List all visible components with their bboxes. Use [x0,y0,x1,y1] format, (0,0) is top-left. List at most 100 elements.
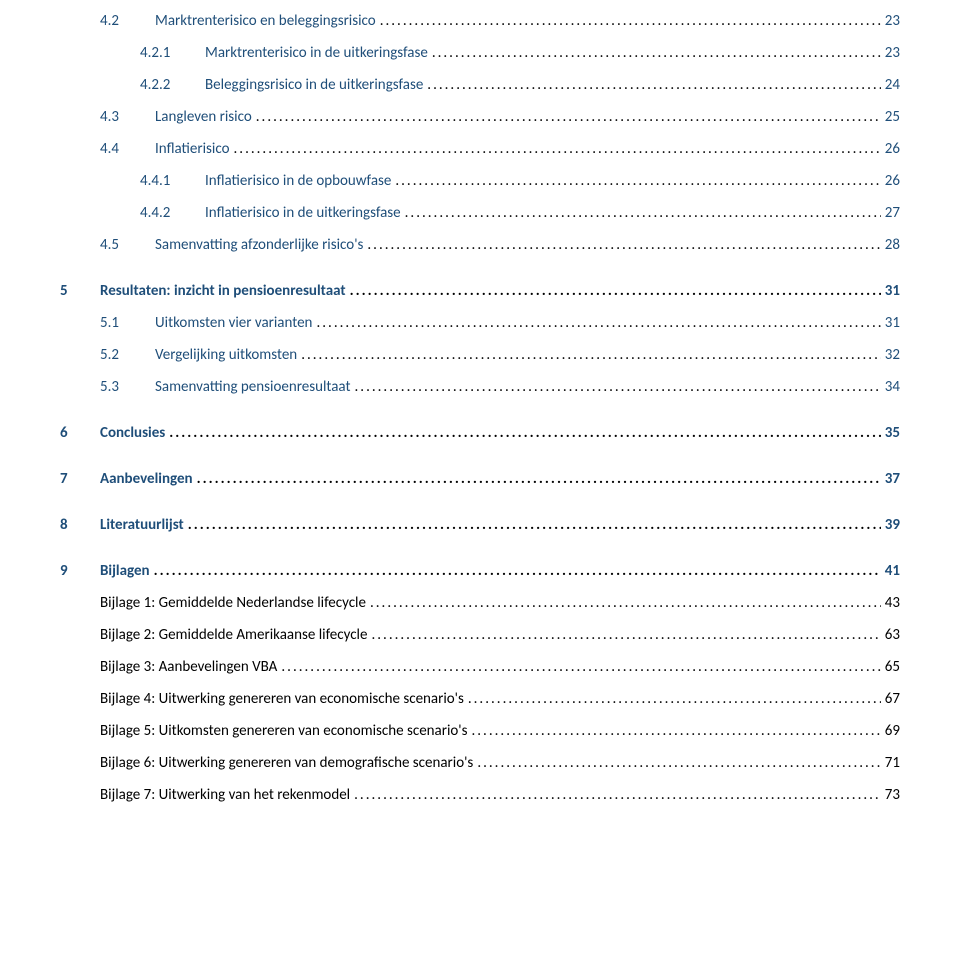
toc-entry-title: Samenvatting pensioenresultaat [155,378,351,396]
toc-entry[interactable]: 4.4Inflatierisico 26 [100,140,900,158]
toc-dot-leader [355,378,881,396]
toc-entry[interactable]: 4.4.1Inflatierisico in de opbouwfase26 [140,172,900,190]
toc-entry-title: Bijlage 2: Gemiddelde Amerikaanse lifecy… [100,626,367,644]
toc-dot-leader [371,626,880,644]
toc-entry-page: 71 [885,754,900,772]
toc-entry-title: Marktrenterisico en beleggingsrisico [155,12,376,30]
toc-entry[interactable]: 6Conclusies 35 [60,424,900,442]
toc-entry-page: 73 [885,786,900,804]
toc-dot-leader [477,754,880,772]
toc-entry-page: 65 [885,658,900,676]
toc-entry-title: Bijlage 7: Uitwerking van het rekenmodel [100,786,350,804]
toc-entry-number: 5.3 [100,378,155,396]
toc-entry-page: 67 [885,690,900,708]
toc-entry-title: Marktrenterisico in de uitkeringsfase [205,44,428,62]
toc-entry[interactable]: Bijlage 1: Gemiddelde Nederlandse lifecy… [100,594,900,612]
toc-entry-number: 6 [60,424,100,442]
toc-entry-page: 24 [885,76,900,94]
toc-entry-title: Conclusies [100,424,165,442]
toc-dot-leader [197,470,881,488]
toc-entry[interactable]: Bijlage 6: Uitwerking genereren van demo… [100,754,900,772]
toc-entry[interactable]: 5.3Samenvatting pensioenresultaat 34 [100,378,900,396]
toc-entry-title: Bijlage 3: Aanbevelingen VBA [100,658,277,676]
toc-entry-number: 4.4 [100,140,155,158]
toc-entry-number: 4.4.2 [140,204,205,222]
toc-dot-leader [354,786,881,804]
toc-entry-title: Aanbevelingen [100,470,193,488]
toc-entry-title: Vergelijking uitkomsten [155,346,297,364]
toc-entry[interactable]: 4.2Marktrenterisico en beleggingsrisico2… [100,12,900,30]
toc-dot-leader [405,204,881,222]
toc-entry-page: 35 [885,424,900,442]
toc-entry-number: 9 [60,562,100,580]
toc-entry-page: 37 [885,470,900,488]
toc-entry-title: Inflatierisico in de uitkeringsfase [205,204,401,222]
toc-entry[interactable]: 5Resultaten: inzicht in pensioenresultaa… [60,282,900,300]
toc-entry-number: 7 [60,470,100,488]
toc-entry-title: Bijlage 4: Uitwerking genereren van econ… [100,690,464,708]
toc-entry-page: 63 [885,626,900,644]
toc-entry-title: Bijlage 6: Uitwerking genereren van demo… [100,754,473,772]
toc-entry[interactable]: 9Bijlagen41 [60,562,900,580]
toc-entry-number: 4.2.1 [140,44,205,62]
toc-entry-page: 23 [885,12,900,30]
toc-entry-title: Resultaten: inzicht in pensioenresultaat [100,282,346,300]
toc-entry-page: 31 [885,314,900,332]
toc-dot-leader [380,12,881,30]
toc-dot-leader [395,172,880,190]
toc-entry-page: 23 [885,44,900,62]
toc-entry-number: 8 [60,516,100,534]
toc-dot-leader [281,658,880,676]
toc-dot-leader [350,282,881,300]
toc-entry-number: 4.5 [100,236,155,254]
toc-entry-title: Uitkomsten vier varianten [155,314,312,332]
toc-entry-title: Beleggingsrisico in de uitkeringsfase [205,76,423,94]
toc-dot-leader [432,44,881,62]
toc-entry-page: 25 [885,108,900,126]
toc-dot-leader [188,516,881,534]
toc-entry-page: 32 [885,346,900,364]
toc-entry-page: 26 [885,172,900,190]
toc-dot-leader [367,236,880,254]
toc-entry[interactable]: Bijlage 4: Uitwerking genereren van econ… [100,690,900,708]
toc-dot-leader [370,594,881,612]
toc-entry[interactable]: 4.3Langleven risico 25 [100,108,900,126]
toc-entry[interactable]: Bijlage 2: Gemiddelde Amerikaanse lifecy… [100,626,900,644]
toc-entry-title: Inflatierisico [155,140,230,158]
toc-entry-title: Langleven risico [155,108,252,126]
toc-entry[interactable]: 4.5Samenvatting afzonderlijke risico's28 [100,236,900,254]
toc-dot-leader [169,424,881,442]
toc-entry[interactable]: Bijlage 7: Uitwerking van het rekenmodel… [100,786,900,804]
toc-dot-leader [234,140,881,158]
toc-dot-leader [471,722,880,740]
toc-entry-number: 4.3 [100,108,155,126]
toc-entry-page: 43 [885,594,900,612]
toc-dot-leader [468,690,881,708]
toc-entry[interactable]: Bijlage 3: Aanbevelingen VBA 65 [100,658,900,676]
toc-entry-page: 31 [885,282,900,300]
toc-entry-page: 41 [885,562,900,580]
toc-dot-leader [256,108,881,126]
toc-entry-number: 4.2.2 [140,76,205,94]
toc-entry[interactable]: 5.2Vergelijking uitkomsten 32 [100,346,900,364]
toc-entry-page: 27 [885,204,900,222]
toc-entry[interactable]: 7Aanbevelingen 37 [60,470,900,488]
toc-entry[interactable]: 4.2.2Beleggingsrisico in de uitkeringsfa… [140,76,900,94]
toc-dot-leader [427,76,881,94]
toc-entry-page: 28 [885,236,900,254]
toc-entry[interactable]: 4.2.1Marktrenterisico in de uitkeringsfa… [140,44,900,62]
toc-dot-leader [154,562,881,580]
toc-entry[interactable]: 8Literatuurlijst39 [60,516,900,534]
toc-entry[interactable]: 4.4.2Inflatierisico in de uitkeringsfase… [140,204,900,222]
toc-dot-leader [316,314,880,332]
toc-entry-title: Bijlage 5: Uitkomsten genereren van econ… [100,722,467,740]
toc-entry-page: 26 [885,140,900,158]
table-of-contents: 4.2Marktrenterisico en beleggingsrisico2… [60,12,900,804]
toc-entry-title: Bijlage 1: Gemiddelde Nederlandse lifecy… [100,594,366,612]
toc-entry-page: 34 [885,378,900,396]
toc-entry[interactable]: 5.1Uitkomsten vier varianten 31 [100,314,900,332]
toc-entry-page: 69 [885,722,900,740]
toc-entry-number: 5.2 [100,346,155,364]
toc-entry-number: 5.1 [100,314,155,332]
toc-entry[interactable]: Bijlage 5: Uitkomsten genereren van econ… [100,722,900,740]
